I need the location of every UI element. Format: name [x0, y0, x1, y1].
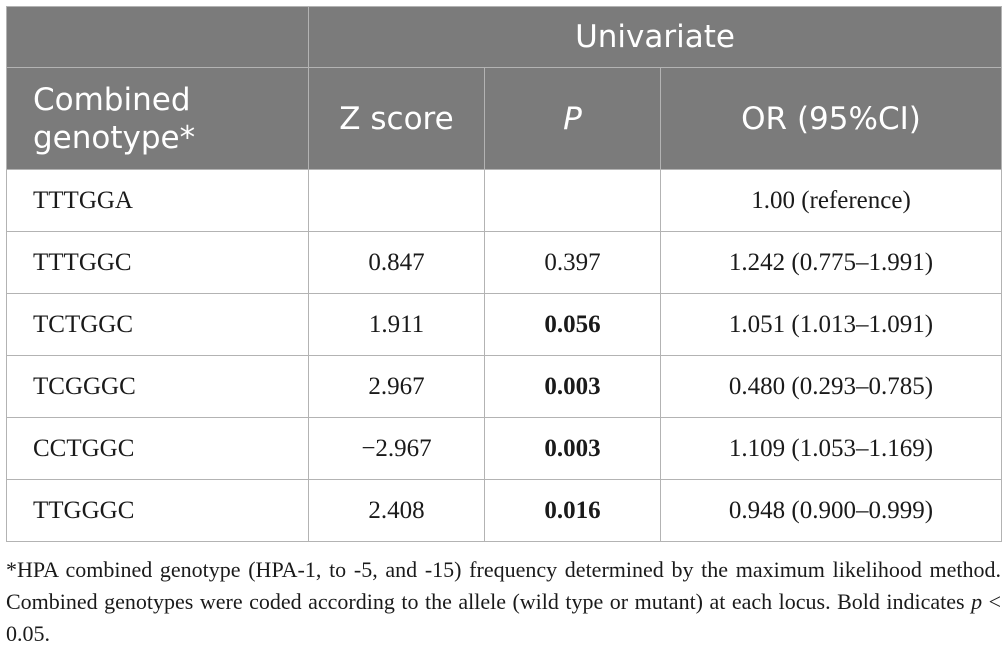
table-row: TCTGGC 1.911 0.056 1.051 (1.013–1.091) — [6, 293, 1002, 356]
cell-genotype: TTGGGC — [6, 479, 309, 542]
cell-odds-ratio: 0.480 (0.293–0.785) — [660, 355, 1002, 418]
header-row-columns: Combined genotype* Z score P OR (95%CI) — [6, 67, 1002, 170]
cell-z-score: 1.911 — [308, 293, 485, 356]
group-header-univariate: Univariate — [308, 6, 1002, 68]
cell-p-value: 0.016 — [484, 479, 661, 542]
cell-odds-ratio: 1.242 (0.775–1.991) — [660, 231, 1002, 294]
cell-z-score: 0.847 — [308, 231, 485, 294]
table-row: TCGGGC 2.967 0.003 0.480 (0.293–0.785) — [6, 355, 1002, 418]
cell-p-value — [484, 169, 661, 232]
table-header: Univariate Combined genotype* Z score P … — [6, 6, 1002, 170]
table-row: CCTGGC −2.967 0.003 1.109 (1.053–1.169) — [6, 417, 1002, 480]
footnote-threshold: < 0.05. — [6, 589, 1001, 646]
cell-odds-ratio: 1.00 (reference) — [660, 169, 1002, 232]
cell-p-value: 0.056 — [484, 293, 661, 356]
cell-genotype: TCTGGC — [6, 293, 309, 356]
cell-genotype: TTTGGA — [6, 169, 309, 232]
cell-odds-ratio: 0.948 (0.900–0.999) — [660, 479, 1002, 542]
cell-genotype: TCGGGC — [6, 355, 309, 418]
cell-p-value: 0.003 — [484, 355, 661, 418]
cell-genotype: TTTGGC — [6, 231, 309, 294]
footnote-text: *HPA combined genotype (HPA-1, to -5, an… — [6, 557, 1001, 614]
cell-p-value: 0.003 — [484, 417, 661, 480]
footnote: *HPA combined genotype (HPA-1, to -5, an… — [6, 554, 1001, 650]
table-row: TTTGGC 0.847 0.397 1.242 (0.775–1.991) — [6, 231, 1002, 294]
cell-genotype: CCTGGC — [6, 417, 309, 480]
column-header-z-score: Z score — [308, 67, 485, 170]
cell-z-score: 2.408 — [308, 479, 485, 542]
table-row: TTGGGC 2.408 0.016 0.948 (0.900–0.999) — [6, 479, 1002, 542]
cell-z-score: −2.967 — [308, 417, 485, 480]
cell-z-score: 2.967 — [308, 355, 485, 418]
header-empty-cell — [6, 6, 309, 68]
table-row: TTTGGA 1.00 (reference) — [6, 169, 1002, 232]
footnote-p-symbol: p — [971, 589, 983, 614]
column-header-or: OR (95%CI) — [660, 67, 1002, 170]
cell-odds-ratio: 1.051 (1.013–1.091) — [660, 293, 1002, 356]
header-row-group: Univariate — [6, 6, 1002, 68]
genotype-table: Univariate Combined genotype* Z score P … — [6, 6, 1002, 542]
cell-odds-ratio: 1.109 (1.053–1.169) — [660, 417, 1002, 480]
column-header-p: P — [484, 67, 661, 170]
column-header-genotype: Combined genotype* — [6, 67, 309, 170]
table-body: TTTGGA 1.00 (reference) TTTGGC 0.847 0.397 1.… — [6, 169, 1002, 542]
table-container: Univariate Combined genotype* Z score P … — [6, 6, 1002, 650]
cell-p-value: 0.397 — [484, 231, 661, 294]
cell-z-score — [308, 169, 485, 232]
